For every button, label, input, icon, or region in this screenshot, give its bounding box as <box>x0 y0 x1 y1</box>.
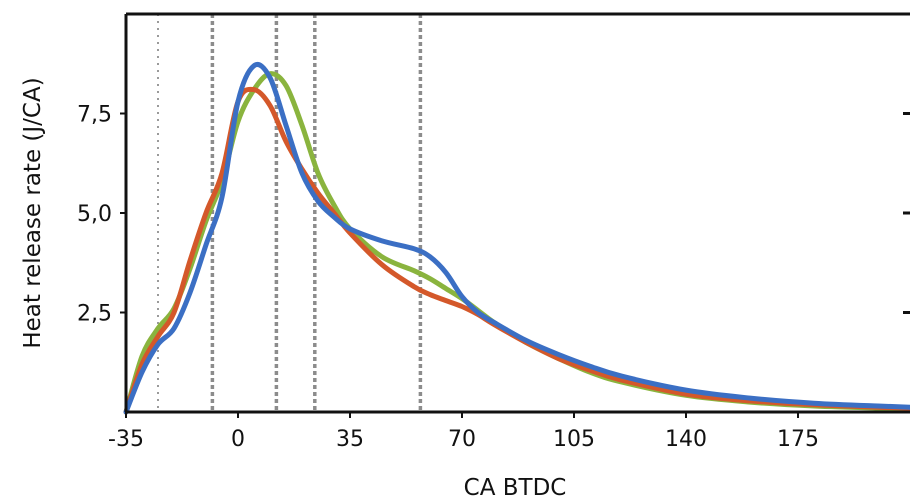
y-tick-label: 5,0 <box>77 202 112 227</box>
x-tick-label: 175 <box>777 427 819 452</box>
y-tick-labels: 2,5 5,0 7,5 <box>77 103 112 327</box>
vertical-markers <box>157 14 423 412</box>
x-tick-label: 0 <box>231 427 245 452</box>
x-axis-label: CA BTDC <box>464 475 567 501</box>
axes <box>124 12 910 414</box>
y-axis-label: Heat release rate (J/CA) <box>20 77 46 348</box>
y-tick-label: 7,5 <box>77 103 112 128</box>
tick-marks <box>120 112 910 418</box>
x-tick-label: 35 <box>336 427 364 452</box>
x-tick-label: 105 <box>553 427 595 452</box>
x-tick-label: -35 <box>108 427 144 452</box>
series-line-2 <box>123 86 910 415</box>
x-tick-labels: -35 0 35 70 105 140 175 <box>108 427 819 452</box>
series-lines <box>123 62 910 415</box>
x-tick-label: 70 <box>448 427 476 452</box>
y-tick-label: 2,5 <box>77 302 112 327</box>
series-line-0 <box>123 62 910 415</box>
x-tick-label: 140 <box>665 427 707 452</box>
series-line-1 <box>123 71 910 415</box>
